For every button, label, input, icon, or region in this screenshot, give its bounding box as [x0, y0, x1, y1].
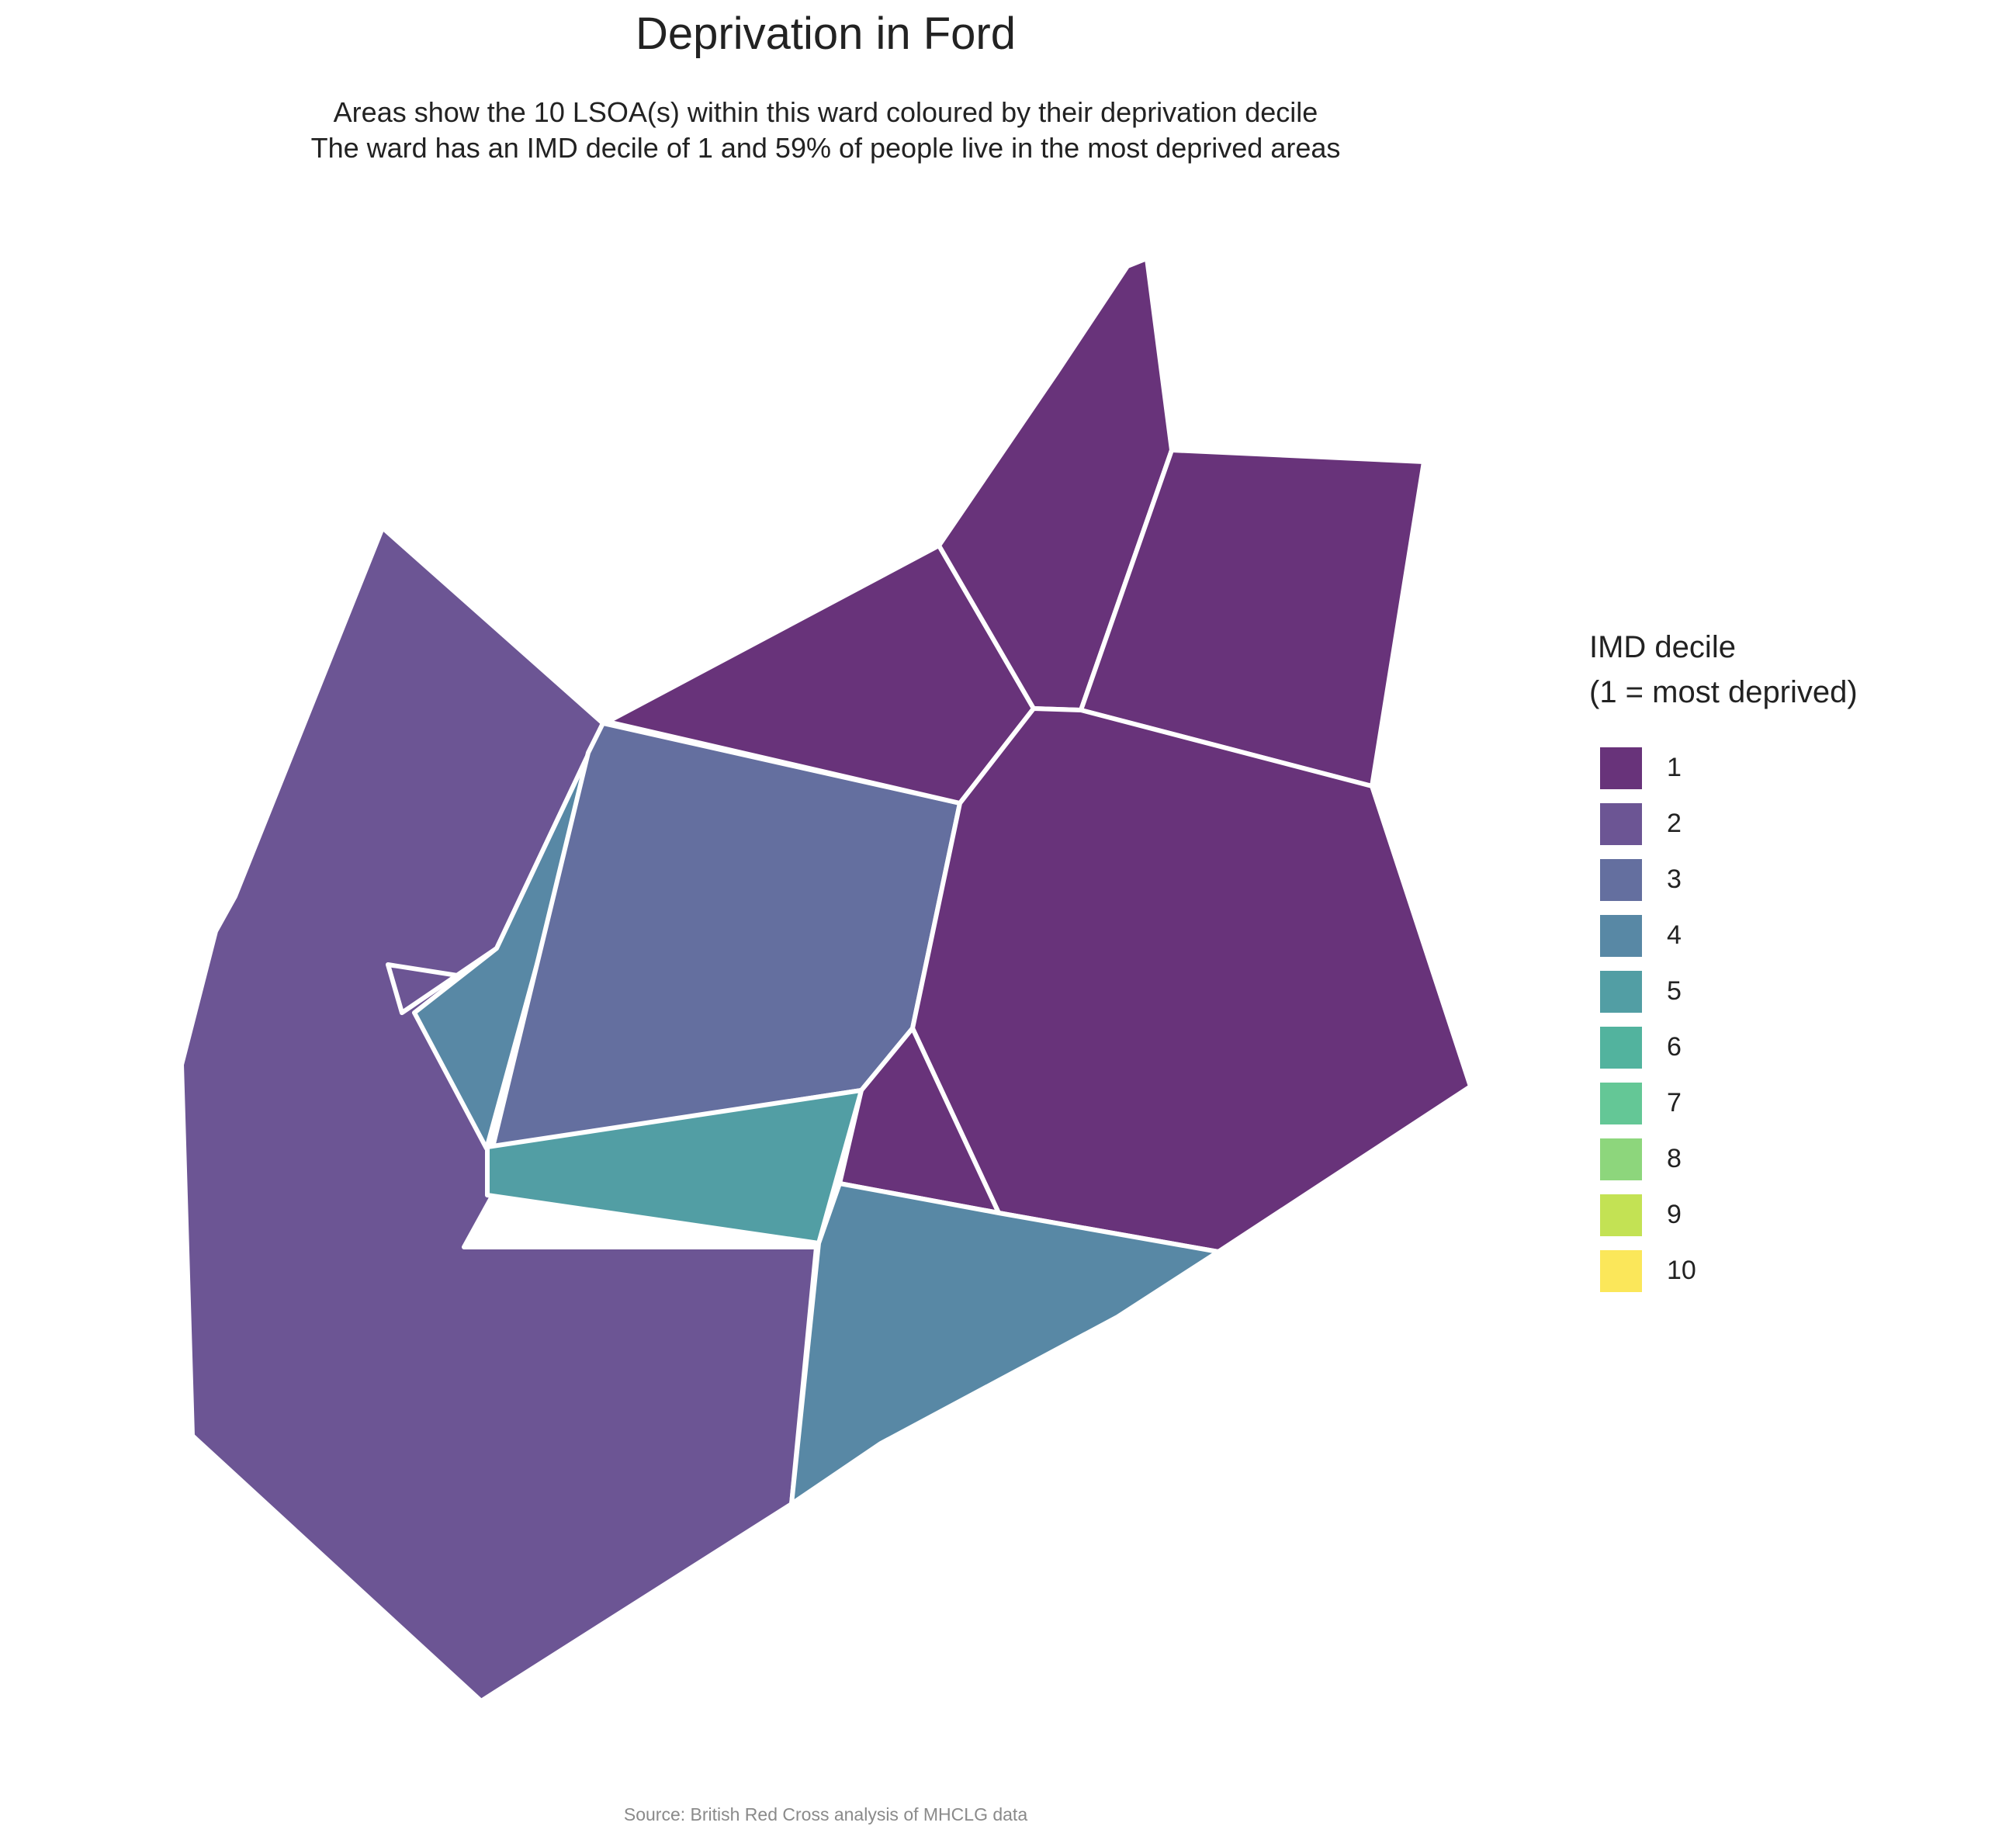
legend-swatch	[1600, 1250, 1642, 1292]
map-subtitle-line-1: Areas show the 10 LSOA(s) within this wa…	[333, 96, 1318, 128]
legend-label: 1	[1667, 753, 1682, 782]
legend-swatch	[1600, 859, 1642, 901]
legend-swatch	[1600, 1027, 1642, 1069]
legend-swatch	[1600, 1138, 1642, 1180]
legend-swatch	[1600, 747, 1642, 789]
legend-item: 10	[1589, 1242, 1962, 1298]
lsoa-east-large	[910, 706, 1473, 1254]
legend-item: 3	[1589, 851, 1962, 907]
legend-item: 6	[1589, 1019, 1962, 1075]
legend-label: 2	[1667, 809, 1682, 838]
legend-label: 3	[1667, 865, 1682, 894]
legend-label: 6	[1667, 1032, 1682, 1062]
legend-item: 9	[1589, 1187, 1962, 1242]
legend-swatch	[1600, 1194, 1642, 1236]
map-subtitle-line-2: The ward has an IMD decile of 1 and 59% …	[310, 132, 1341, 164]
legend-items: 1 2 3 4 5 6 7	[1589, 740, 1962, 1298]
source-caption: Source: British Red Cross analysis of MH…	[623, 1804, 1028, 1824]
legend-label: 4	[1667, 920, 1682, 950]
map-title: Deprivation in Ford	[636, 9, 1016, 59]
legend-item: 5	[1589, 963, 1962, 1019]
legend-label: 9	[1667, 1200, 1682, 1229]
legend-label: 10	[1667, 1256, 1696, 1285]
legend-item: 7	[1589, 1075, 1962, 1131]
legend-swatch	[1600, 915, 1642, 957]
legend-title-line-1: IMD decile	[1589, 630, 1736, 664]
legend-swatch	[1600, 1083, 1642, 1124]
legend-label: 7	[1667, 1088, 1682, 1117]
legend-swatch	[1600, 971, 1642, 1013]
legend-item: 4	[1589, 907, 1962, 963]
legend-item: 2	[1589, 795, 1962, 851]
lsoa-west-large	[179, 525, 819, 1703]
legend-label: 5	[1667, 976, 1682, 1006]
legend-item: 1	[1589, 740, 1962, 795]
lsoa-southeast	[789, 1181, 1221, 1506]
legend-swatch	[1600, 803, 1642, 845]
legend-label: 8	[1667, 1144, 1682, 1173]
legend-item: 8	[1589, 1131, 1962, 1187]
legend: IMD decile (1 = most deprived) 1 2 3 4 5	[1589, 625, 1962, 1298]
legend-title-line-2: (1 = most deprived)	[1589, 675, 1858, 709]
